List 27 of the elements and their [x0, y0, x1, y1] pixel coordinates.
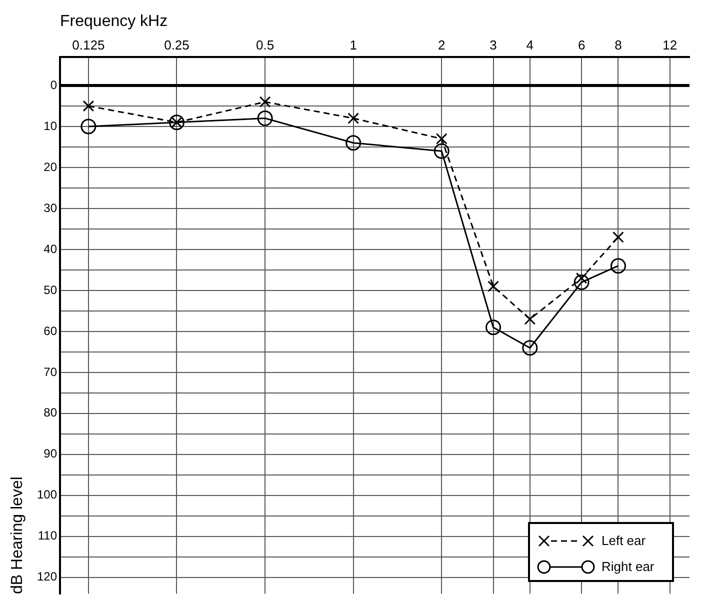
y-tick-label: 110 — [38, 528, 58, 543]
x-tick-label: 8 — [614, 38, 622, 53]
y-tick-label: 80 — [44, 406, 58, 420]
y-tick-label: 10 — [44, 118, 58, 133]
x-tick-label: 0.125 — [72, 38, 105, 53]
x-tick-label: 0.5 — [256, 38, 274, 53]
y-tick-label: 50 — [44, 282, 58, 297]
x-tick-label: 12 — [662, 38, 678, 53]
y-tick-label: 100 — [36, 488, 58, 502]
x-tick-label: 1 — [350, 38, 357, 53]
y-tick-label: 60 — [44, 324, 58, 338]
x-tick-label: 6 — [578, 38, 586, 53]
x-tick-label: 3 — [490, 38, 497, 53]
y-tick-label: 70 — [44, 364, 58, 379]
x-axis-title: Frequency kHz — [60, 13, 168, 30]
y-tick-label: 90 — [44, 446, 58, 461]
y-tick-label: 0 — [50, 78, 58, 92]
y-tick-label: 30 — [44, 200, 58, 215]
x-tick-label: 2 — [438, 38, 446, 53]
y-axis-title: dB Hearing level — [8, 476, 27, 594]
y-tick-label: 20 — [44, 160, 58, 174]
y-tick-label: 40 — [44, 242, 58, 256]
legend-label: Left ear — [602, 533, 646, 548]
x-tick-label: 0.25 — [164, 38, 190, 53]
legend-label: Right ear — [602, 559, 654, 574]
y-tick-label: 120 — [36, 570, 58, 584]
x-tick-label: 4 — [526, 38, 534, 53]
